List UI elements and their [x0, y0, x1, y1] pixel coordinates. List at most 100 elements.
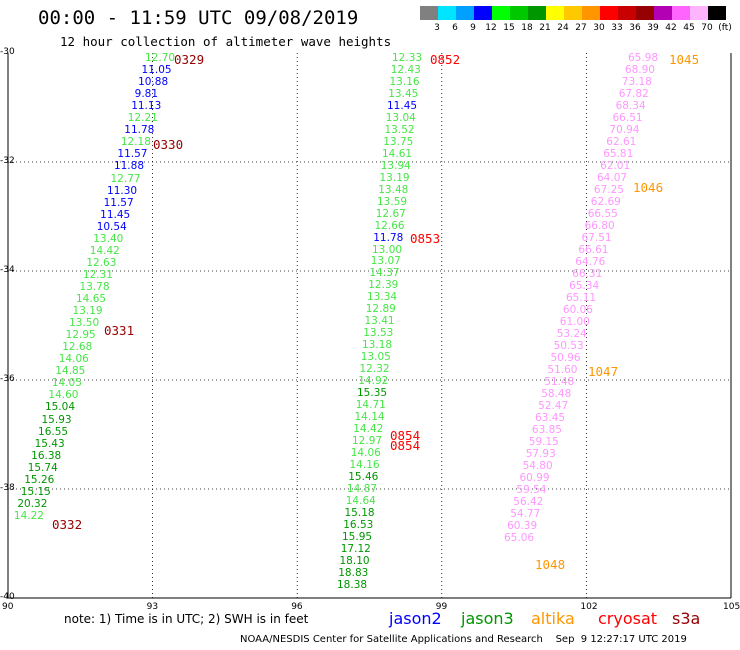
wave-height-value: 14.60: [48, 389, 79, 402]
wave-height-value: 15.15: [20, 485, 51, 498]
colorbar-swatch: [600, 6, 618, 20]
wave-height-value: 67.82: [618, 88, 649, 100]
colorbar-swatch: [510, 6, 528, 20]
wave-height-value: 13.07: [370, 255, 401, 268]
wave-height-value: 63.85: [531, 424, 562, 436]
x-tick-label: 90: [2, 602, 14, 612]
wave-height-value: 18.10: [339, 554, 370, 567]
colorbar-label: 6: [452, 23, 458, 33]
colorbar-label: 3: [434, 23, 440, 33]
wave-height-value: 66.80: [584, 220, 615, 232]
wave-height-value: 64.76: [575, 256, 606, 268]
chart-subtitle: 12 hour collection of altimeter wave hei…: [60, 34, 392, 49]
wave-height-value: 12.66: [374, 219, 405, 232]
legend-altika: altika: [531, 609, 575, 628]
wave-height-value: 13.94: [380, 159, 411, 172]
wave-height-value: 14.06: [350, 447, 381, 459]
wave-height-value: 14.85: [55, 365, 86, 378]
wave-height-value: 13.59: [377, 195, 408, 208]
colorbar-label: 42: [665, 23, 677, 33]
legend-s3a: s3a: [672, 609, 701, 628]
wave-height-value: 14.42: [353, 423, 384, 436]
wave-height-value: 14.92: [358, 375, 389, 388]
wave-height-value: 65.34: [569, 280, 600, 292]
colorbar-swatch: [474, 6, 492, 20]
wave-height-value: 66.61: [578, 244, 609, 256]
wave-height-value: 12.67: [375, 207, 406, 220]
colorbar-label: 18: [521, 23, 533, 33]
wave-height-value: 13.19: [379, 171, 410, 184]
y-tick-label: -34: [0, 265, 15, 275]
x-tick-label: 102: [580, 602, 598, 612]
wave-height-value: 13.34: [367, 291, 398, 304]
wave-height-value: 11.88: [113, 160, 144, 173]
colorbar-swatch: [654, 6, 672, 20]
x-tick-label: 99: [435, 602, 448, 612]
colorbar-label: 36: [629, 23, 641, 33]
wave-height-value: 70.94: [609, 124, 640, 136]
wave-height-value: 20.32: [17, 497, 48, 510]
wave-height-value: 15.95: [342, 530, 373, 543]
wave-height-value: 12.95: [65, 329, 96, 342]
colorbar-label: 33: [611, 23, 623, 33]
wave-height-value: 18.83: [338, 566, 369, 579]
footer-credit: NOAA/NESDIS Center for Satellite Applica…: [240, 634, 687, 645]
y-tick-label: -36: [0, 374, 15, 384]
pass-time-label: 1047: [588, 364, 619, 379]
wave-height-value: 13.18: [362, 339, 393, 352]
wave-height-value: 59.15: [528, 436, 559, 448]
wave-height-value: 12.70: [145, 52, 176, 64]
pass-time-label: 0330: [153, 137, 184, 152]
wave-height-value: 10.54: [96, 220, 127, 233]
wave-height-value: 54.77: [510, 508, 541, 520]
legend-cryosat: cryosat: [598, 609, 658, 628]
wave-height-value: 59.54: [516, 484, 547, 496]
wave-height-value: 66.55: [587, 208, 618, 220]
colorbar-swatch: [618, 6, 636, 20]
wave-height-value: 13.05: [360, 351, 391, 364]
wave-height-value: 12.21: [127, 112, 158, 125]
wave-height-value: 62.61: [606, 136, 637, 148]
wave-height-value: 14.06: [58, 353, 89, 366]
pass-time-label: 0852: [430, 52, 461, 67]
pass-time-label: 0853: [410, 231, 441, 246]
wave-height-value: 65.11: [566, 292, 597, 304]
x-tick-label: 96: [291, 602, 303, 612]
wave-height-value: 62.69: [590, 196, 621, 208]
colorbar-swatch: [636, 6, 654, 20]
wave-height-value: 15.93: [41, 413, 72, 426]
wave-height-value: 14.87: [347, 482, 378, 495]
wave-height-value: 13.04: [385, 111, 416, 124]
colorbar-swatch: [690, 6, 708, 20]
wave-height-value: 60.06: [562, 304, 593, 316]
wave-height-value: 12.39: [368, 279, 399, 292]
wave-height-value: 62.01: [600, 160, 631, 172]
wave-height-value: 60.99: [519, 472, 550, 484]
wave-height-value: 12.33: [392, 52, 423, 64]
wave-height-value: 11.45: [100, 208, 131, 221]
colorbar-swatch: [420, 6, 438, 20]
wave-height-value: 16.38: [31, 449, 62, 462]
pass-time-label: 0854: [390, 438, 421, 453]
colorbar-swatch: [438, 6, 456, 20]
colorbar-label: 27: [575, 23, 587, 33]
wave-height-value: 12.32: [359, 363, 390, 376]
wave-height-value: 13.00: [372, 243, 403, 256]
wave-height-value: 17.12: [340, 542, 371, 555]
wave-height-value: 14.16: [349, 458, 380, 471]
wave-height-value: 13.19: [72, 305, 103, 318]
wave-height-value: 12.18: [120, 136, 151, 149]
wave-height-value: 12.97: [352, 435, 383, 448]
wave-height-value: 14.64: [345, 494, 376, 507]
wave-height-value: 14.42: [89, 244, 120, 257]
colorbar-swatch: [672, 6, 690, 20]
colorbar-swatch: [708, 6, 726, 20]
wave-height-value: 12.63: [86, 256, 117, 269]
wave-height-value: 14.22: [13, 509, 44, 522]
wave-height-value: 15.46: [348, 470, 379, 483]
wave-height-value: 13.52: [384, 123, 415, 136]
wave-height-value: 54.80: [522, 460, 553, 472]
wave-height-value: 60.39: [507, 520, 538, 532]
y-tick-label: -30: [0, 47, 15, 57]
